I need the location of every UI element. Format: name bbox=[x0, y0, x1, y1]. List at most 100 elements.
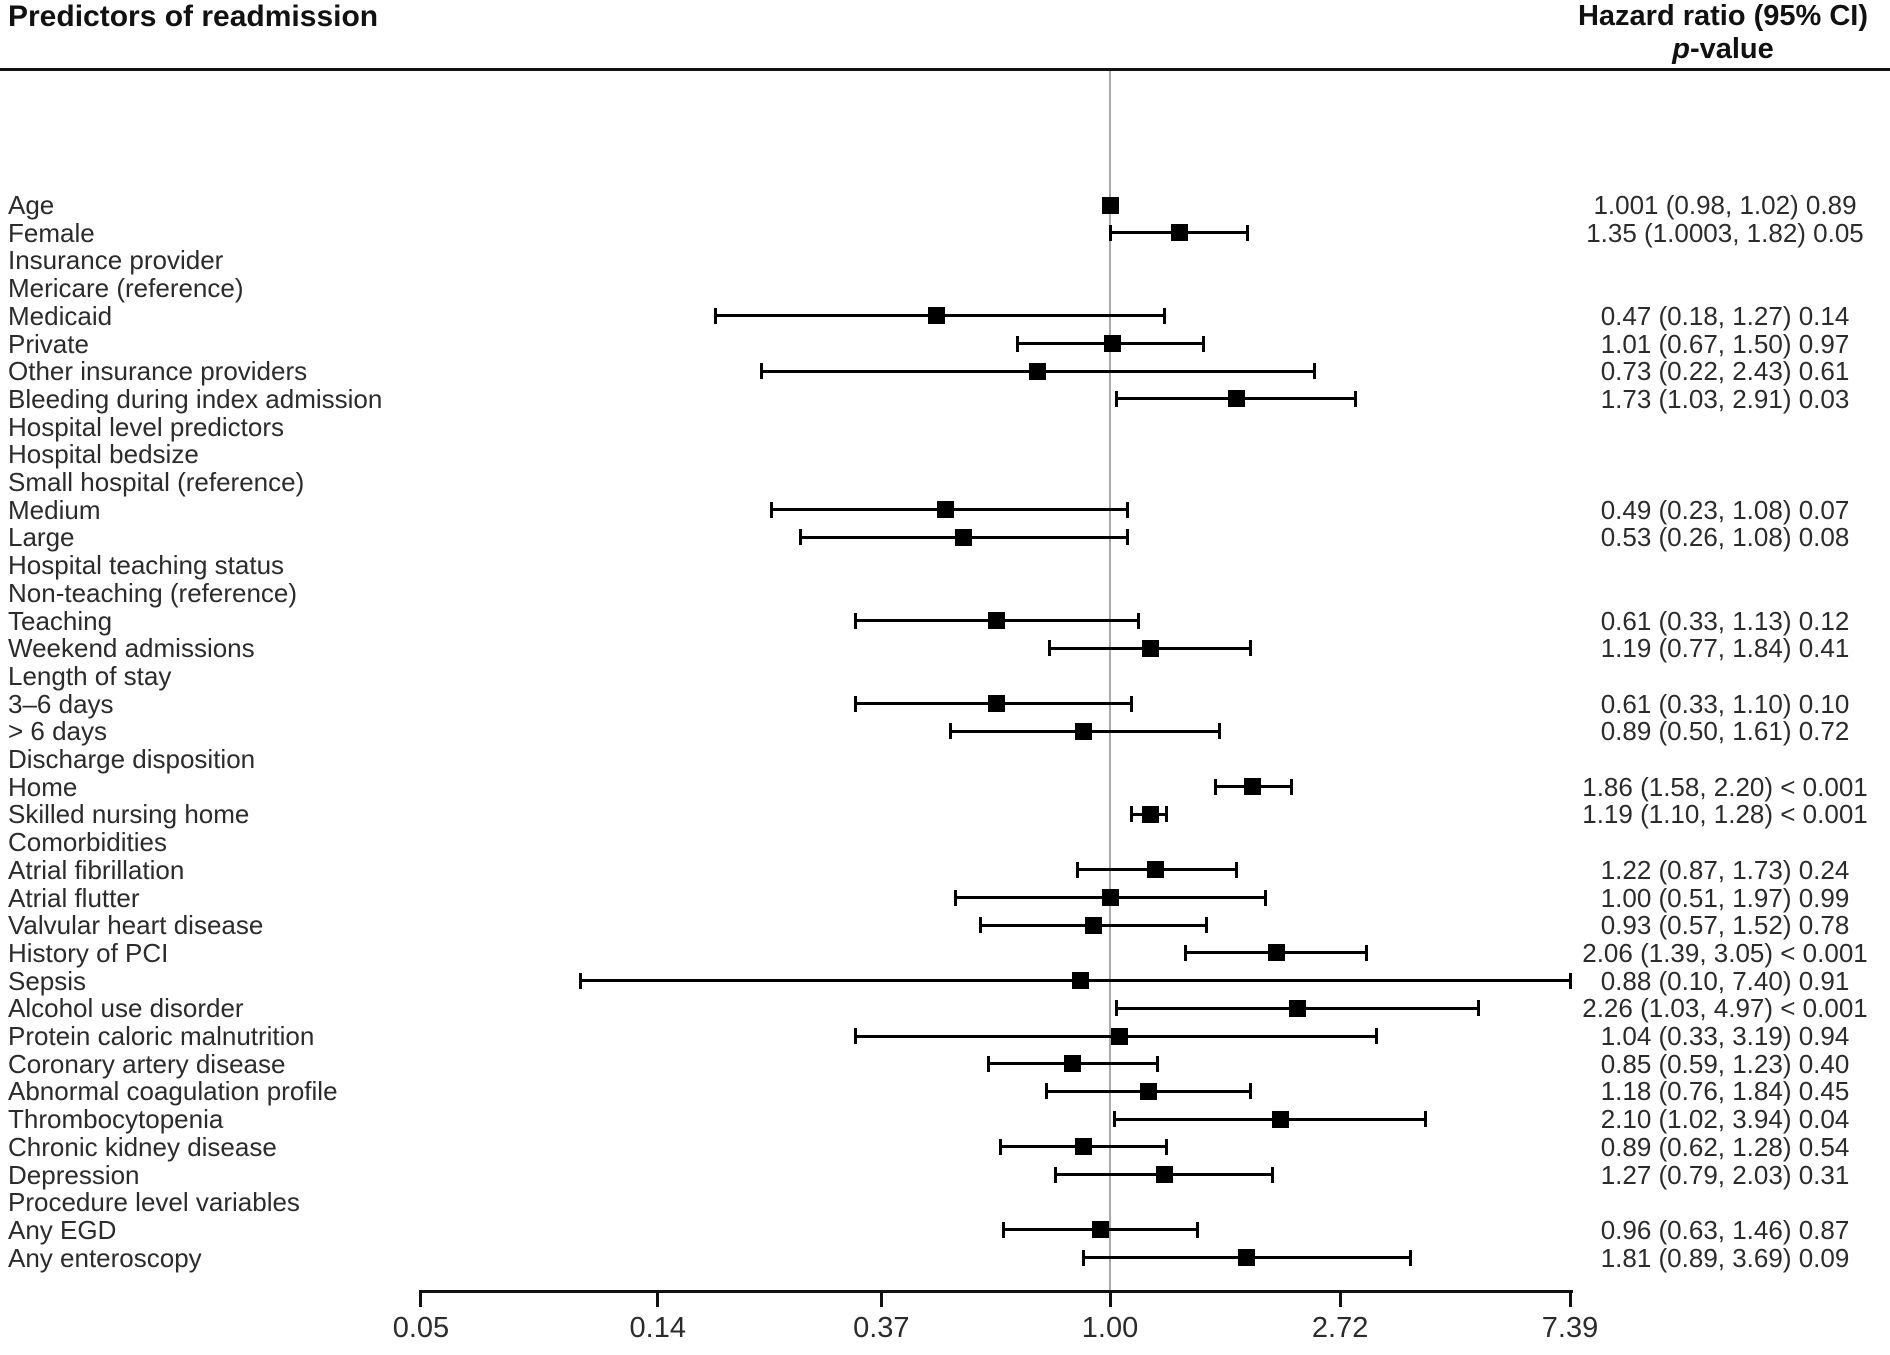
hr-point-marker bbox=[1084, 916, 1102, 934]
forest-row: Sepsis 0.88 (0.10, 7.40) 0.91 bbox=[0, 967, 1890, 995]
ci-cap-low bbox=[1016, 335, 1020, 352]
ci-cap-high bbox=[1477, 1000, 1481, 1017]
x-axis-tick-label: 7.39 bbox=[1541, 1312, 1599, 1344]
hr-point-marker bbox=[1156, 1166, 1174, 1183]
ci-cap-high bbox=[1234, 861, 1238, 878]
hr-point-marker bbox=[1101, 196, 1119, 214]
x-axis-tick bbox=[1338, 1290, 1342, 1307]
x-axis-tick bbox=[656, 1290, 660, 1307]
row-value-text: 1.04 (0.33, 3.19) 0.94 bbox=[1600, 1021, 1850, 1051]
row-value-text: 1.27 (0.79, 2.03) 0.31 bbox=[1600, 1159, 1850, 1190]
ci-cap-high bbox=[1156, 1055, 1160, 1072]
reference-line-hr-1 bbox=[1109, 71, 1111, 1290]
hr-point-marker bbox=[1110, 1027, 1128, 1045]
forest-row: Any EGD 0.96 (0.63, 1.46) 0.87 bbox=[0, 1216, 1890, 1244]
ci-cap-low bbox=[1213, 778, 1217, 795]
hr-point-marker bbox=[1237, 1249, 1255, 1267]
row-label: Protein caloric malnutrition bbox=[8, 1021, 315, 1051]
hr-point-marker bbox=[1244, 778, 1262, 796]
ci-cap-low bbox=[1113, 1111, 1117, 1128]
row-value-text: 1.00 (0.51, 1.97) 0.99 bbox=[1600, 882, 1850, 913]
p-value-rest: -value bbox=[1689, 33, 1774, 65]
forest-row: Any enteroscopy 1.81 (0.89, 3.69) 0.09 bbox=[0, 1244, 1890, 1272]
forest-row: Weekend admissions 1.19 (0.77, 1.84) 0.41 bbox=[0, 634, 1890, 662]
forest-row: Bleeding during index admission 1.73 (1.0… bbox=[0, 385, 1890, 413]
ci-cap-high bbox=[1364, 944, 1368, 961]
section-label: Procedure level variables bbox=[8, 1187, 300, 1218]
ci-cap-low bbox=[1002, 1221, 1006, 1238]
row-label: Abnormal coagulation profile bbox=[8, 1076, 338, 1107]
row-label: Large bbox=[8, 522, 75, 553]
ci-cap-high bbox=[1126, 529, 1130, 546]
ci-cap-high bbox=[1375, 1028, 1379, 1044]
ci-cap-high bbox=[1354, 390, 1358, 407]
row-value-text: 0.89 (0.62, 1.28) 0.54 bbox=[1600, 1131, 1850, 1162]
hr-point-marker bbox=[1139, 1082, 1157, 1100]
ci-cap-low bbox=[1108, 224, 1112, 241]
row-value-text: 2.06 (1.39, 3.05) < 0.001 bbox=[1582, 937, 1868, 968]
forest-row: Protein caloric malnutrition 1.04 (0.33, … bbox=[0, 1022, 1890, 1050]
row-label: Coronary artery disease bbox=[8, 1048, 286, 1079]
row-label: Atrial flutter bbox=[8, 882, 140, 913]
forest-row: > 6 days 0.89 (0.50, 1.61) 0.72 bbox=[0, 717, 1890, 745]
ci-cap-low bbox=[979, 917, 983, 934]
ci-cap-high bbox=[1246, 224, 1250, 241]
hr-point-marker bbox=[1029, 362, 1047, 380]
hr-point-marker bbox=[1141, 805, 1159, 823]
ci-cap-high bbox=[1271, 1166, 1275, 1183]
row-value-text: 1.86 (1.58, 2.20) < 0.001 bbox=[1582, 771, 1868, 802]
row-label: Home bbox=[8, 771, 78, 802]
forest-row: Teaching 0.61 (0.33, 1.13) 0.12 bbox=[0, 607, 1890, 635]
x-axis-tick bbox=[879, 1290, 883, 1307]
ci-cap-low bbox=[798, 529, 802, 546]
ci-cap-low bbox=[949, 723, 953, 740]
forest-row: Age 1.001 (0.98, 1.02) 0.89 bbox=[0, 191, 1890, 219]
row-label: Depression bbox=[8, 1159, 140, 1190]
row-value-text: 1.81 (0.89, 3.69) 0.09 bbox=[1600, 1242, 1850, 1273]
ci-cap-low bbox=[1048, 640, 1052, 657]
hr-point-marker bbox=[955, 528, 973, 546]
row-value-text: 1.35 (1.0003, 1.82) 0.05 bbox=[1586, 217, 1864, 248]
ci-cap-low bbox=[987, 1055, 991, 1072]
ci-cap-high bbox=[1130, 695, 1134, 712]
row-label: Bleeding during index admission bbox=[8, 383, 383, 414]
x-axis-tick bbox=[1568, 1290, 1572, 1307]
row-value-text: 1.18 (0.76, 1.84) 0.45 bbox=[1600, 1076, 1850, 1107]
forest-row: Coronary artery disease 0.85 (0.59, 1.23)… bbox=[0, 1050, 1890, 1078]
row-label: Valvular heart disease bbox=[8, 910, 264, 941]
row-value-text: 0.49 (0.23, 1.08) 0.07 bbox=[1600, 494, 1850, 525]
forest-row: 3–6 days 0.61 (0.33, 1.10) 0.10 bbox=[0, 690, 1890, 718]
row-value-text: 0.47 (0.18, 1.27) 0.14 bbox=[1600, 300, 1850, 331]
ci-line bbox=[1114, 1117, 1426, 1121]
ci-cap-low bbox=[760, 363, 764, 380]
section-label: Insurance provider bbox=[8, 245, 224, 276]
row-value-text: 0.88 (0.10, 7.40) 0.91 bbox=[1600, 965, 1850, 996]
ci-cap-low bbox=[1115, 390, 1119, 407]
column-header-hazard-ratio: Hazard ratio (95% CI) bbox=[1577, 0, 1869, 32]
forest-row: Thrombocytopenia 2.10 (1.02, 3.94) 0.04 bbox=[0, 1105, 1890, 1133]
hr-point-marker bbox=[987, 612, 1005, 629]
hr-point-marker bbox=[1227, 390, 1245, 408]
forest-row: Skilled nursing home 1.19 (1.10, 1.28) < … bbox=[0, 800, 1890, 828]
row-label: Any enteroscopy bbox=[8, 1242, 202, 1273]
x-axis-tick-label: 0.37 bbox=[853, 1312, 910, 1344]
x-axis-tick bbox=[1108, 1290, 1112, 1307]
hr-point-marker bbox=[1267, 944, 1285, 962]
row-label: Medicaid bbox=[8, 300, 113, 331]
row-label: Female bbox=[8, 217, 95, 248]
forest-section-row: Comorbidities bbox=[0, 828, 1890, 856]
row-value-text: 0.85 (0.59, 1.23) 0.40 bbox=[1600, 1048, 1850, 1079]
ci-cap-high bbox=[1312, 363, 1316, 380]
row-label: Weekend admissions bbox=[8, 633, 255, 664]
hr-point-marker bbox=[1170, 224, 1188, 242]
forest-section-row: Insurance provider bbox=[0, 246, 1890, 274]
x-axis-tick-label: 1.00 bbox=[1081, 1312, 1139, 1344]
row-value-text: 0.53 (0.26, 1.08) 0.08 bbox=[1600, 522, 1850, 553]
header-separator-rule bbox=[0, 68, 1890, 71]
row-label: > 6 days bbox=[8, 716, 108, 747]
ci-cap-high bbox=[1195, 1221, 1199, 1238]
ci-cap-low bbox=[1130, 806, 1134, 823]
ci-cap-low bbox=[770, 501, 774, 518]
row-value-text: 0.93 (0.57, 1.52) 0.78 bbox=[1600, 910, 1850, 941]
column-header: Hazard ratio (95% CI) p-value bbox=[1556, 0, 1890, 66]
